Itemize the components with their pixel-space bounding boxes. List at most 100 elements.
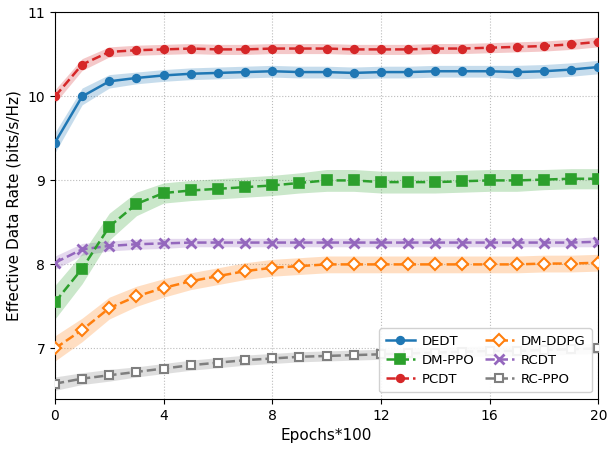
RC-PPO: [79, 376, 86, 381]
RC-PPO: [486, 348, 493, 354]
PCDT: [79, 62, 86, 67]
DM-PPO: [459, 179, 466, 184]
PCDT: [214, 47, 222, 52]
PCDT: [594, 39, 602, 45]
PCDT: [323, 46, 330, 51]
DEDT: [268, 68, 276, 74]
DM-DDPG: [350, 262, 357, 267]
DM-DDPG: [268, 265, 276, 270]
DEDT: [187, 71, 195, 76]
RC-PPO: [567, 346, 575, 352]
DM-DDPG: [567, 261, 575, 266]
RC-PPO: [296, 354, 303, 360]
RC-PPO: [133, 369, 140, 374]
RC-PPO: [432, 350, 439, 356]
RC-PPO: [323, 353, 330, 359]
RCDT: [486, 240, 493, 245]
Line: RCDT: RCDT: [50, 237, 603, 268]
RCDT: [323, 240, 330, 245]
DM-PPO: [323, 178, 330, 183]
DM-PPO: [79, 266, 86, 271]
RCDT: [187, 240, 195, 245]
PCDT: [405, 47, 412, 52]
DEDT: [323, 69, 330, 75]
PCDT: [377, 47, 384, 52]
DM-PPO: [540, 177, 548, 182]
Line: DM-DDPG: DM-DDPG: [50, 258, 603, 353]
RCDT: [79, 247, 86, 252]
DM-PPO: [214, 186, 222, 192]
Line: DEDT: DEDT: [51, 63, 602, 146]
RCDT: [106, 243, 113, 248]
DEDT: [296, 69, 303, 75]
DM-DDPG: [377, 262, 384, 267]
DM-DDPG: [486, 262, 493, 267]
DM-PPO: [350, 178, 357, 183]
DEDT: [241, 69, 249, 75]
DM-DDPG: [106, 306, 113, 311]
DM-DDPG: [594, 260, 602, 265]
DM-DDPG: [432, 262, 439, 267]
RC-PPO: [540, 347, 548, 353]
PCDT: [268, 46, 276, 51]
RC-PPO: [350, 352, 357, 358]
Legend: DEDT, DM-PPO, PCDT, DM-DDPG, RCDT, RC-PPO: DEDT, DM-PPO, PCDT, DM-DDPG, RCDT, RC-PP…: [379, 328, 592, 392]
RCDT: [241, 240, 249, 245]
DM-PPO: [268, 183, 276, 188]
DM-PPO: [405, 180, 412, 185]
DEDT: [106, 79, 113, 84]
RC-PPO: [268, 356, 276, 361]
DM-DDPG: [513, 262, 521, 267]
DEDT: [567, 67, 575, 72]
X-axis label: Epochs*100: Epochs*100: [281, 428, 372, 443]
DEDT: [52, 140, 59, 145]
DM-DDPG: [241, 268, 249, 274]
RC-PPO: [405, 351, 412, 356]
DM-DDPG: [540, 261, 548, 266]
DM-DDPG: [296, 263, 303, 269]
DM-DDPG: [187, 279, 195, 284]
DM-DDPG: [79, 327, 86, 333]
Line: PCDT: PCDT: [51, 38, 602, 100]
RCDT: [405, 240, 412, 245]
Line: RC-PPO: RC-PPO: [51, 345, 602, 387]
RC-PPO: [594, 346, 602, 351]
DEDT: [432, 68, 439, 74]
DEDT: [350, 70, 357, 76]
DM-DDPG: [459, 262, 466, 267]
PCDT: [513, 44, 521, 50]
Line: DM-PPO: DM-PPO: [50, 174, 603, 307]
PCDT: [432, 46, 439, 51]
DEDT: [160, 73, 168, 78]
DM-DDPG: [214, 274, 222, 279]
DM-PPO: [432, 180, 439, 185]
DM-PPO: [594, 176, 602, 181]
PCDT: [296, 46, 303, 51]
RCDT: [160, 241, 168, 246]
RC-PPO: [106, 373, 113, 378]
DEDT: [594, 64, 602, 70]
DEDT: [377, 69, 384, 75]
PCDT: [160, 47, 168, 52]
PCDT: [106, 49, 113, 54]
DM-PPO: [52, 300, 59, 305]
DM-PPO: [296, 180, 303, 186]
DM-PPO: [377, 180, 384, 185]
DM-DDPG: [52, 346, 59, 351]
RC-PPO: [160, 366, 168, 371]
RCDT: [567, 240, 575, 245]
PCDT: [133, 48, 140, 53]
PCDT: [187, 46, 195, 51]
DM-PPO: [567, 176, 575, 181]
RCDT: [459, 240, 466, 245]
Y-axis label: Effective Data Rate (bits/s/Hz): Effective Data Rate (bits/s/Hz): [7, 90, 22, 321]
RC-PPO: [214, 360, 222, 365]
DEDT: [486, 68, 493, 74]
RCDT: [296, 240, 303, 245]
RCDT: [133, 242, 140, 247]
DEDT: [214, 70, 222, 76]
PCDT: [459, 46, 466, 51]
DEDT: [79, 94, 86, 99]
RCDT: [432, 240, 439, 245]
PCDT: [540, 43, 548, 49]
